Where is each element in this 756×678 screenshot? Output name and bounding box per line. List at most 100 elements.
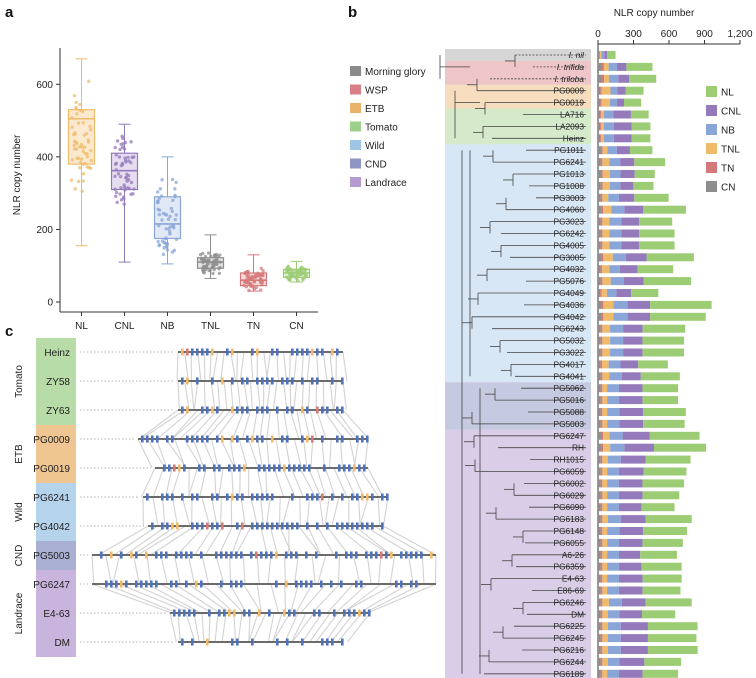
data-point [209, 254, 213, 259]
synteny-link [187, 554, 195, 585]
nlr-gene [236, 435, 239, 443]
nlr-gene [236, 522, 239, 530]
nlr-gene [206, 638, 209, 646]
bar-NB [607, 610, 620, 619]
bar-CNL [619, 527, 644, 535]
row-label: E4-63 [43, 609, 70, 620]
bar-NB [603, 110, 614, 119]
synteny-link [230, 351, 237, 382]
synteny-link [137, 525, 186, 556]
group-legend-swatch [350, 84, 361, 95]
nlr-gene [371, 522, 374, 530]
panel-c-synteny: Tomato ETB Wild CND Landrace Heinz ZY58 ZY63 PG0… [14, 338, 437, 657]
data-point [123, 158, 128, 163]
nlr-gene [276, 522, 279, 530]
nlr-gene [336, 435, 339, 443]
nlr-gene [291, 522, 294, 530]
synteny-link [177, 380, 180, 411]
data-point [115, 139, 120, 143]
synteny-link [214, 612, 219, 643]
nlr-gene [381, 522, 384, 530]
bar-NL [625, 86, 644, 95]
synteny-link [160, 583, 213, 614]
leaf-label: I. triloba [554, 74, 584, 84]
bar-CNL [621, 598, 646, 607]
data-point [121, 195, 126, 199]
synteny-link [293, 351, 298, 382]
nlr-gene [330, 580, 333, 588]
bar-NL [642, 479, 685, 488]
synteny-link [303, 438, 308, 469]
data-point [157, 243, 162, 247]
xtick-label: CNL [114, 321, 134, 332]
data-point [174, 180, 178, 185]
bar-NL [653, 443, 707, 452]
bar-TN [600, 515, 603, 524]
nlr-gene [191, 493, 194, 501]
nlr-gene [281, 435, 284, 443]
data-point [87, 79, 91, 83]
nlr-gene [230, 580, 233, 588]
bar-CNL [624, 205, 644, 214]
bar-CN [598, 312, 601, 321]
synteny-link [329, 380, 334, 411]
nlr-gene [361, 435, 364, 443]
nlr-gene [256, 493, 259, 501]
data-point [214, 262, 219, 266]
synteny-link [250, 496, 258, 527]
nlr-gene [161, 522, 164, 530]
nlr-gene [228, 464, 231, 472]
data-point [157, 223, 161, 228]
nlr-gene [186, 348, 189, 356]
nlr-gene [211, 522, 214, 530]
data-point [211, 264, 216, 268]
bar-NB [610, 324, 624, 333]
leaf-label: PG1011 [554, 145, 584, 155]
bar-CN [598, 146, 601, 155]
nlr-gene [286, 377, 289, 385]
leaf-label: PG5076 [554, 276, 585, 286]
leaf-label: PG5003 [554, 419, 585, 429]
synteny-link [283, 409, 289, 440]
synteny-link [181, 496, 191, 527]
data-point [83, 151, 88, 156]
bar-TNL [602, 158, 610, 167]
bar-NB [607, 455, 621, 464]
bar-CNL [621, 217, 640, 226]
nlr-gene [258, 609, 261, 617]
synteny-link [353, 438, 360, 469]
nlr-gene [236, 493, 239, 501]
synteny-link [155, 438, 168, 469]
nlr-gene [366, 522, 369, 530]
bar-TN [600, 193, 603, 202]
data-point [298, 267, 303, 271]
synteny-link [282, 496, 291, 527]
nlr-gene [301, 348, 304, 356]
nlr-gene [350, 551, 353, 559]
bar-CNL [619, 610, 643, 619]
bar-TN [600, 312, 604, 321]
leaf-label: LA2093 [555, 121, 584, 131]
leaf-label: PG6090 [554, 502, 585, 512]
data-point [207, 258, 211, 262]
bar-NL [641, 562, 682, 571]
nlr-gene [168, 464, 171, 472]
nlr-gene [291, 406, 294, 414]
synteny-link [174, 554, 181, 585]
nlr-gene [311, 377, 314, 385]
bar-TNL [601, 86, 611, 95]
bar-NB [607, 562, 619, 571]
data-point [218, 265, 222, 270]
synteny-link [260, 496, 264, 527]
data-point [79, 157, 84, 161]
nlr-gene [236, 638, 239, 646]
bar-CN [598, 98, 601, 107]
nlr-gene [293, 464, 296, 472]
nlr-gene [146, 435, 149, 443]
synteny-link [324, 496, 330, 527]
data-point [76, 179, 81, 184]
synteny-link [326, 525, 350, 556]
leaf-label: PG6029 [554, 490, 585, 500]
nlr-gene [356, 522, 359, 530]
bar-CNL [617, 86, 626, 95]
